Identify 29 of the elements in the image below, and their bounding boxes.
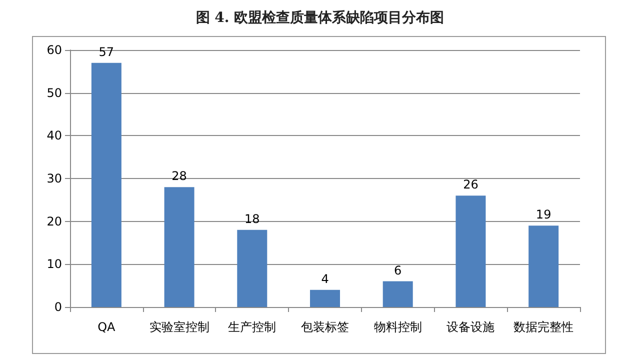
y-tick-label: 10 [46,257,62,272]
y-tick-label: 60 [46,43,62,57]
bar [91,62,122,307]
y-tick-label: 0 [54,300,62,314]
bar [164,187,194,307]
y-tick-label: 50 [46,86,62,100]
data-label: 4 [321,272,329,286]
y-tick-label: 20 [46,214,62,228]
x-tick-label: 数据完整性 [514,320,574,334]
x-tick-label: 包装标签 [301,320,349,334]
bar [528,226,559,307]
data-label: 26 [463,178,478,192]
bar [456,196,486,307]
x-tick-label: 生产控制 [228,320,276,334]
data-label: 18 [244,212,260,226]
data-label: 6 [394,263,402,278]
bar [310,290,340,307]
x-tick-label: 物料控制 [374,320,422,334]
bar [382,281,413,307]
data-label: 19 [536,208,552,222]
bar [237,230,268,307]
chart-title: 图 4. 欧盟检查质量体系缺陷项目分布图 [196,9,444,26]
data-label: 28 [172,169,187,184]
x-tick-label: QA [98,320,116,334]
y-tick-label: 30 [46,172,62,186]
y-tick-label: 40 [46,128,62,143]
data-label: 57 [98,44,114,59]
x-tick-label: 实验室控制 [149,320,210,334]
x-tick-label: 设备设施 [446,320,495,334]
